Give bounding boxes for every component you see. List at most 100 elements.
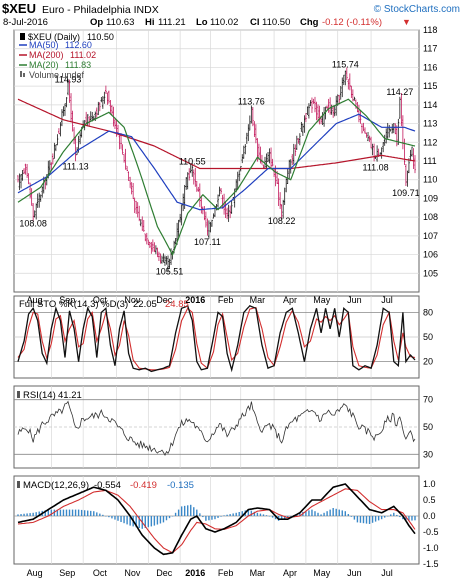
- month-label-top: 2016: [185, 295, 205, 305]
- macd-histogram-bar: [56, 509, 59, 516]
- macd-histogram-bar: [308, 510, 310, 516]
- macd-histogram-bar: [44, 510, 46, 516]
- legend-ma50-name: MA(50): [29, 40, 59, 50]
- macd-histogram-bar: [344, 511, 346, 516]
- macd-histogram-bar: [335, 508, 337, 516]
- header-chg: -0.12 (-0.11%): [322, 17, 382, 28]
- legend-ma20-value: 111.83: [65, 60, 91, 70]
- chg-down-arrow-icon: ▼: [402, 17, 411, 27]
- macd-histogram-bar: [199, 513, 201, 516]
- rsi-value: 41.21: [58, 390, 82, 401]
- price-tick-label: 116: [423, 62, 437, 72]
- month-label-top: Jul: [381, 295, 393, 305]
- macd-histogram-bar: [393, 512, 395, 516]
- header-hi-label: Hi: [145, 17, 155, 28]
- price-annotation: 113.76: [238, 96, 265, 106]
- macd-histogram-bar: [359, 516, 362, 523]
- month-label-bottom: May: [313, 568, 331, 578]
- macd-histogram-bar: [387, 516, 389, 517]
- macd-histogram-bar: [250, 510, 253, 516]
- header-lo: 110.02: [210, 17, 238, 28]
- macd-histogram-bar: [202, 516, 204, 518]
- month-label-top: May: [313, 295, 331, 305]
- macd-histogram-bar: [23, 513, 25, 516]
- macd-histogram-bar: [147, 516, 150, 528]
- macd-histogram-bar: [283, 516, 286, 519]
- macd-histogram-bar: [138, 516, 140, 528]
- price-legend: $XEU (Daily) 110.50 MA(50) 112.60 MA(200…: [19, 32, 114, 80]
- macd-hist-value: -0.135: [167, 480, 194, 491]
- price-annotation: 105.51: [156, 267, 184, 277]
- macd-histogram-bar: [238, 512, 240, 516]
- macd-histogram-bar: [314, 511, 316, 516]
- ma20-line: [17, 98, 416, 257]
- macd-histogram-bar: [311, 509, 313, 516]
- price-tick-label: 109: [423, 193, 438, 203]
- month-label-top: Aug: [27, 295, 43, 305]
- macd-label: MACD(12,26,9): [23, 480, 89, 491]
- macd-histogram-bar: [411, 516, 413, 521]
- macd-histogram-bar: [99, 513, 101, 516]
- macd-histogram-bar: [402, 516, 404, 520]
- macd-histogram-bar: [274, 516, 277, 520]
- price-tick-label: 114: [423, 100, 437, 110]
- macd-histogram-bar: [165, 516, 168, 521]
- month-label-bottom: Apr: [283, 568, 297, 578]
- macd-histogram-bar: [105, 516, 107, 517]
- rsi-label: RSI(14): [23, 390, 56, 401]
- macd-histogram-bar: [80, 509, 83, 516]
- month-label-bottom: Dec: [156, 568, 173, 578]
- price-annotation: 109.71: [392, 188, 420, 198]
- sto-k-value: 22.05: [133, 299, 157, 310]
- macd-histogram-bar: [59, 509, 62, 516]
- symbol-name: Euro - Philadelphia INDX: [42, 4, 159, 16]
- sto-d-value: 24.85: [165, 299, 189, 310]
- month-label-bottom: Sep: [59, 568, 75, 578]
- sto-tick-label: 20: [423, 357, 433, 367]
- month-label-top: Sep: [59, 295, 75, 305]
- macd-histogram-bar: [35, 512, 37, 516]
- macd-histogram-bar: [323, 512, 325, 516]
- macd-histogram-bar: [50, 509, 53, 516]
- macd-histogram-bar: [144, 516, 146, 528]
- price-annotation: 110.55: [179, 156, 206, 166]
- macd-histogram-bar: [102, 514, 104, 516]
- macd-histogram-bar: [247, 509, 250, 516]
- price-annotation: 114.27: [386, 87, 413, 97]
- month-label-top: Apr: [283, 295, 297, 305]
- macd-histogram-bar: [117, 516, 119, 521]
- macd-histogram-bar: [190, 504, 192, 516]
- macd-histogram-bar: [71, 509, 74, 516]
- price-annotation: 115.74: [332, 59, 359, 69]
- macd-histogram-bar: [87, 510, 89, 516]
- price-tick-label: 112: [423, 137, 437, 147]
- macd-histogram-bar: [83, 510, 86, 516]
- macd-tick-label: -0.5: [423, 527, 439, 537]
- macd-histogram-bar: [177, 509, 180, 516]
- month-label-bottom: Jun: [347, 568, 362, 578]
- month-label-top: Jun: [347, 295, 362, 305]
- legend-price-value: 110.50: [87, 32, 114, 42]
- macd-histogram-bar: [235, 512, 237, 516]
- price-annotation: 111.08: [363, 163, 389, 173]
- macd-histogram-bar: [129, 516, 131, 526]
- macd-histogram-bar: [356, 516, 359, 523]
- price-candles: [17, 67, 416, 273]
- macd-tick-label: 0.0: [423, 511, 436, 521]
- price-tick-label: 113: [423, 119, 437, 129]
- macd-histogram-bar: [265, 515, 268, 516]
- macd-legend-icon: [17, 481, 20, 488]
- indicator-lines: [17, 98, 416, 556]
- price-tick-label: 107: [423, 231, 438, 241]
- rsi-tick-label: 50: [423, 422, 433, 432]
- price-tick-label: 108: [423, 212, 438, 222]
- macd-histogram-bar: [123, 516, 125, 524]
- month-label-top: Nov: [124, 295, 141, 305]
- macd-histogram-bar: [329, 509, 331, 516]
- macd-histogram-bar: [20, 514, 22, 516]
- price-annotation: 108.22: [268, 216, 296, 226]
- header-chg-label: Chg: [300, 17, 319, 28]
- macd-histogram-bar: [126, 516, 128, 525]
- macd-histogram-bar: [17, 514, 19, 516]
